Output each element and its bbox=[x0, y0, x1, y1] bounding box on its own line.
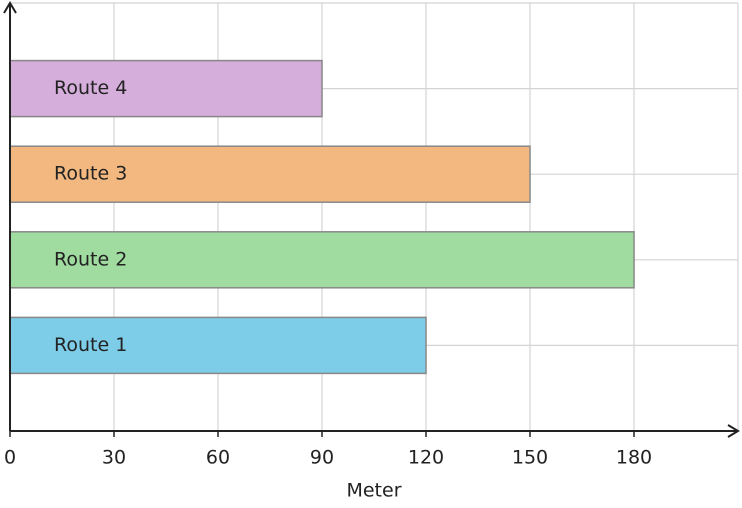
x-tick-label: 120 bbox=[408, 447, 444, 469]
x-tick-label: 180 bbox=[616, 447, 652, 469]
bar-label: Route 2 bbox=[54, 248, 127, 270]
bar bbox=[9, 145, 531, 203]
bar-label: Route 3 bbox=[54, 163, 127, 185]
bar bbox=[9, 231, 635, 289]
x-axis-label: Meter bbox=[346, 480, 401, 502]
x-axis-arrow bbox=[727, 424, 740, 438]
x-tick-label: 60 bbox=[206, 447, 230, 469]
bar-label: Route 4 bbox=[54, 77, 127, 99]
x-tick-label: 30 bbox=[102, 447, 126, 469]
x-tick-label: 90 bbox=[310, 447, 334, 469]
bar-label: Route 1 bbox=[54, 334, 127, 356]
x-tick-label: 0 bbox=[4, 447, 16, 469]
x-tick-label: 150 bbox=[512, 447, 548, 469]
y-axis-arrow bbox=[3, 1, 17, 14]
bar bbox=[9, 59, 323, 118]
